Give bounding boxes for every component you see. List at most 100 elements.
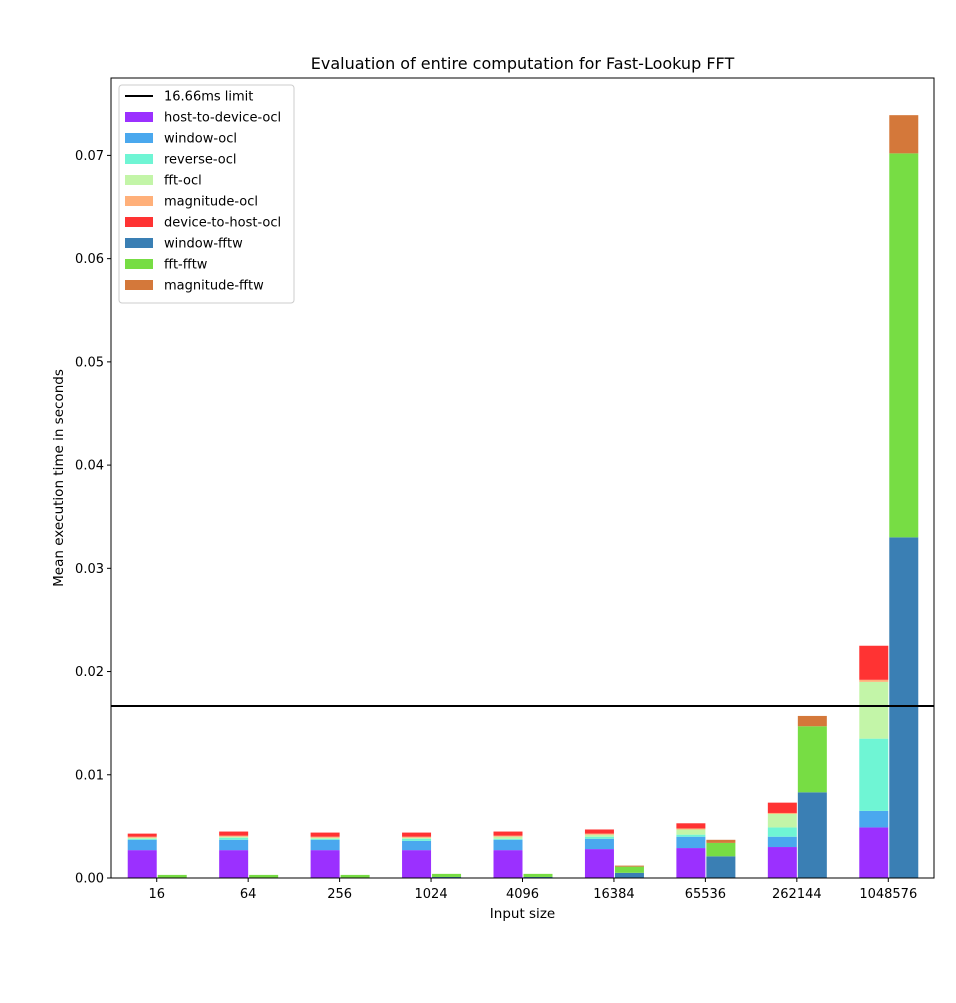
bar-window-ocl-1024 <box>402 840 432 851</box>
bar-host-to-device-ocl-1024 <box>402 850 432 878</box>
bar-window-fftw-65536 <box>706 856 736 878</box>
bar-host-to-device-ocl-4096 <box>493 850 523 878</box>
bar-fft-fftw-4096 <box>523 873 553 877</box>
legend-swatch-fft-ocl <box>125 175 153 185</box>
legend-box <box>118 84 295 304</box>
bar-reverse-ocl-1048576 <box>859 738 889 811</box>
bar-fft-fftw-16 <box>157 874 187 878</box>
bar-host-to-device-ocl-16 <box>127 850 157 878</box>
chart-title: Evaluation of entire computation for Fas… <box>311 54 735 73</box>
bar-host-to-device-ocl-262144 <box>767 847 797 878</box>
bar-reverse-ocl-65536 <box>676 834 706 837</box>
bar-fft-fftw-65536 <box>706 842 736 857</box>
bar-window-ocl-4096 <box>493 839 523 851</box>
y-tick-label: 0.02 <box>75 665 104 680</box>
bar-magnitude-ocl-16 <box>127 836 157 838</box>
bar-fft-fftw-16384 <box>614 866 644 873</box>
x-tick-label: 4096 <box>506 887 539 902</box>
bars-layer <box>127 115 919 878</box>
y-tick-label: 0.06 <box>75 252 104 267</box>
bar-window-fftw-1024 <box>432 876 462 878</box>
legend-swatch-reverse-ocl <box>125 154 153 164</box>
legend-label-magnitude-ocl: magnitude-ocl <box>164 195 258 210</box>
legend-swatch-magnitude-fftw <box>125 280 153 290</box>
bar-reverse-ocl-262144 <box>767 827 797 837</box>
bar-window-fftw-262144 <box>797 792 827 878</box>
bar-fft-fftw-262144 <box>797 726 827 793</box>
legend-label-window-ocl: window-ocl <box>164 132 237 147</box>
bar-window-fftw-1048576 <box>889 537 919 878</box>
legend-label-magnitude-fftw: magnitude-fftw <box>164 279 264 294</box>
bar-window-ocl-16384 <box>584 838 614 850</box>
bar-magnitude-ocl-1048576 <box>859 679 889 682</box>
x-tick-label: 256 <box>327 887 352 902</box>
bar-fft-ocl-1024 <box>402 837 432 839</box>
bar-device-to-host-ocl-4096 <box>493 831 523 836</box>
legend-label-window-fftw: window-fftw <box>164 237 243 252</box>
bar-magnitude-ocl-4096 <box>493 835 523 837</box>
bar-device-to-host-ocl-65536 <box>676 823 706 829</box>
legend-label-device-to-host-ocl: device-to-host-ocl <box>164 216 281 231</box>
bar-fft-fftw-1048576 <box>889 153 919 538</box>
legend-swatch-window-ocl <box>125 133 153 143</box>
bar-host-to-device-ocl-16384 <box>584 849 614 878</box>
bar-reverse-ocl-16384 <box>584 836 614 839</box>
y-tick-label: 0.03 <box>75 562 104 577</box>
legend-swatch-window-fftw <box>125 238 153 248</box>
bar-device-to-host-ocl-16384 <box>584 829 614 834</box>
x-tick-label: 1024 <box>415 887 448 902</box>
legend-label-fft-fftw: fft-fftw <box>164 258 208 273</box>
bar-window-ocl-1048576 <box>859 810 889 828</box>
legend: 16.66ms limit host-to-device-ocl window-oc… <box>118 84 295 304</box>
x-tick-label: 262144 <box>772 887 822 902</box>
bar-host-to-device-ocl-1048576 <box>859 827 889 878</box>
x-tick-label: 65536 <box>685 887 726 902</box>
bar-magnitude-ocl-262144 <box>767 812 797 814</box>
bar-reverse-ocl-1024 <box>402 838 432 841</box>
axes-layer: 0.00 0.01 0.02 0.03 0.04 0.05 0.06 0.07 16 64 256 1… <box>75 77 935 902</box>
x-tick-label: 16 <box>148 887 165 902</box>
legend-swatch-fft-fftw <box>125 259 153 269</box>
bar-device-to-host-ocl-262144 <box>767 802 797 813</box>
bar-magnitude-fftw-65536 <box>706 839 736 843</box>
bar-window-ocl-262144 <box>767 836 797 848</box>
legend-label-16.66ms limit: 16.66ms limit <box>164 90 253 105</box>
bar-reverse-ocl-256 <box>310 838 340 840</box>
bar-magnitude-fftw-1048576 <box>889 115 919 154</box>
bar-window-ocl-256 <box>310 839 340 851</box>
bar-device-to-host-ocl-1024 <box>402 832 432 837</box>
bar-fft-fftw-64 <box>249 874 279 878</box>
y-tick-label: 0.07 <box>75 149 104 164</box>
bar-magnitude-fftw-262144 <box>797 715 827 727</box>
bar-device-to-host-ocl-16 <box>127 833 157 837</box>
legend-swatch-device-to-host-ocl <box>125 217 153 227</box>
bar-fft-ocl-64 <box>219 836 249 838</box>
y-tick-label: 0.05 <box>75 355 104 370</box>
bar-window-fftw-16384 <box>614 872 644 878</box>
legend-label-reverse-ocl: reverse-ocl <box>164 153 237 168</box>
bar-magnitude-ocl-1024 <box>402 836 432 838</box>
bar-window-ocl-16 <box>127 839 157 851</box>
bar-fft-fftw-256 <box>340 874 370 878</box>
bar-magnitude-ocl-64 <box>219 835 249 837</box>
y-tick-label: 0.01 <box>75 768 104 783</box>
legend-swatch-host-to-device-ocl <box>125 112 153 122</box>
bar-fft-ocl-65536 <box>676 829 706 835</box>
bar-device-to-host-ocl-1048576 <box>859 645 889 680</box>
bar-device-to-host-ocl-256 <box>310 832 340 837</box>
bar-fft-ocl-16384 <box>584 834 614 837</box>
bar-fft-ocl-1048576 <box>859 681 889 739</box>
bar-fft-ocl-256 <box>310 837 340 839</box>
bar-reverse-ocl-4096 <box>493 838 523 840</box>
bar-host-to-device-ocl-64 <box>219 850 249 878</box>
x-tick-label: 16384 <box>593 887 634 902</box>
bar-host-to-device-ocl-256 <box>310 850 340 878</box>
bar-magnitude-fftw-16384 <box>614 865 644 867</box>
bar-fft-ocl-4096 <box>493 836 523 839</box>
bar-fft-ocl-262144 <box>767 814 797 828</box>
bar-device-to-host-ocl-64 <box>219 831 249 836</box>
bar-window-ocl-65536 <box>676 836 706 849</box>
legend-swatch-magnitude-ocl <box>125 196 153 206</box>
x-tick-label: 64 <box>240 887 257 902</box>
